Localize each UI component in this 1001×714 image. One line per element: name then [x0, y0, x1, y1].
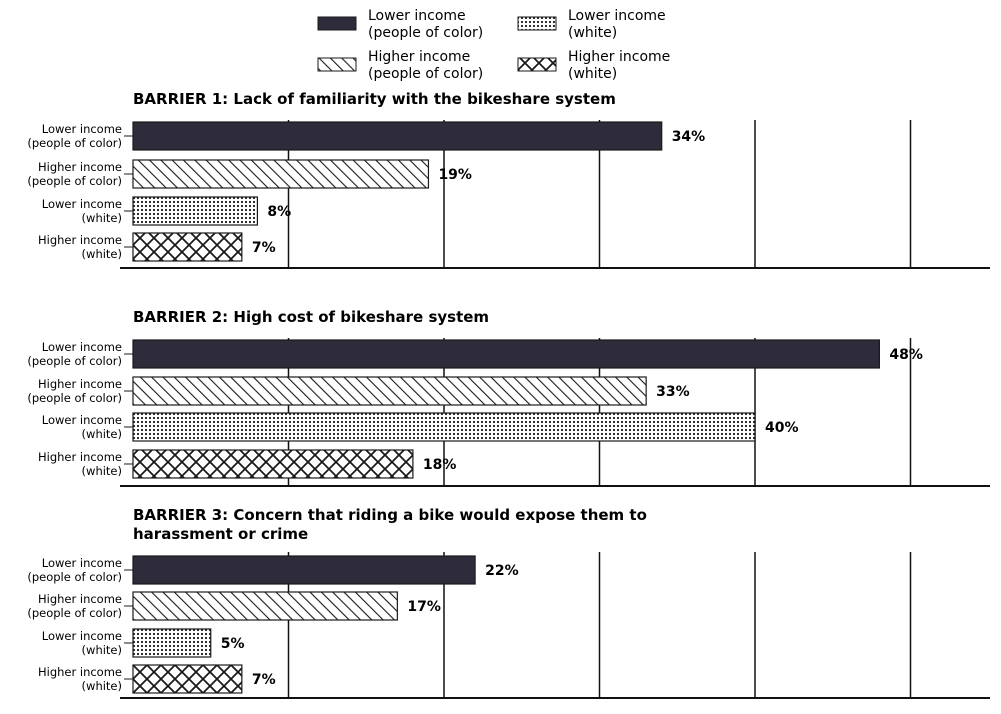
category-labels: Lower income(people of color)Higher inco…: [27, 340, 133, 478]
panel-barrier-2: BARRIER 2: High cost of bikeshare system…: [27, 308, 990, 487]
bars: [132, 121, 663, 262]
category-labels: Lower income(people of color)Higher inco…: [27, 122, 133, 261]
bar: [132, 412, 756, 442]
category-label: (people of color): [27, 354, 122, 368]
data-label: 19%: [438, 167, 472, 183]
data-label: 7%: [252, 240, 276, 256]
category-label: Higher income: [38, 450, 122, 464]
bar: [132, 449, 414, 479]
panel-title: harassment or crime: [133, 525, 308, 543]
legend-swatch-diagonal: [317, 57, 357, 72]
panel-barrier-1: BARRIER 1: Lack of familiarity with the …: [27, 90, 990, 269]
bar: [132, 591, 398, 621]
category-label: Lower income: [42, 556, 122, 570]
panel-barrier-3: BARRIER 3: Concern that riding a bike wo…: [27, 506, 990, 699]
legend-item-higher-income-white: Higher income (white): [517, 49, 670, 82]
panel-title: BARRIER 3: Concern that riding a bike wo…: [133, 506, 647, 524]
category-label: (white): [82, 643, 122, 657]
category-label: Higher income: [38, 665, 122, 679]
category-label: Higher income: [38, 377, 122, 391]
data-labels: 22% 17% 5% 7%: [221, 563, 519, 688]
legend-label: (people of color): [368, 66, 483, 82]
category-label: (white): [82, 427, 122, 441]
data-label: 18%: [423, 457, 457, 473]
data-label: 17%: [407, 599, 441, 615]
legend-label: Higher income: [368, 49, 470, 65]
category-label: Lower income: [42, 122, 122, 136]
category-labels: Lower income(people of color)Higher inco…: [27, 556, 133, 693]
data-label: 5%: [221, 636, 245, 652]
legend-label: (white): [568, 66, 617, 82]
bar: [132, 555, 476, 585]
legend: Lower income (people of color) Lower inc…: [317, 8, 670, 82]
legend-swatch-crosshatch: [517, 57, 557, 72]
legend-swatch-solid: [317, 16, 357, 31]
panel-title: BARRIER 1: Lack of familiarity with the …: [133, 90, 616, 108]
bar: [132, 664, 243, 694]
category-label: Lower income: [42, 340, 122, 354]
category-label: (people of color): [27, 570, 122, 584]
legend-label: (people of color): [368, 25, 483, 41]
category-label: (white): [82, 247, 122, 261]
category-label: Higher income: [38, 592, 122, 606]
data-label: 22%: [485, 563, 519, 579]
legend-item-lower-income-white: Lower income (white): [517, 8, 666, 41]
legend-swatch-dots: [517, 16, 557, 31]
data-label: 7%: [252, 672, 276, 688]
bar: [132, 196, 259, 226]
category-label: Higher income: [38, 233, 122, 247]
legend-label: Lower income: [368, 8, 466, 24]
legend-item-higher-income-poc: Higher income (people of color): [317, 49, 483, 82]
bar: [132, 159, 430, 189]
category-label: Lower income: [42, 197, 122, 211]
category-label: Lower income: [42, 413, 122, 427]
legend-label: Lower income: [568, 8, 666, 24]
category-label: Higher income: [38, 160, 122, 174]
data-label: 48%: [889, 347, 923, 363]
bars: [132, 555, 476, 694]
data-label: 40%: [765, 420, 799, 436]
panel-title: BARRIER 2: High cost of bikeshare system: [133, 308, 489, 326]
bar: [132, 376, 647, 406]
bars: [132, 339, 881, 479]
bar: [132, 339, 881, 369]
category-label: (people of color): [27, 174, 122, 188]
category-label: (white): [82, 464, 122, 478]
category-label: Lower income: [42, 629, 122, 643]
category-label: (people of color): [27, 391, 122, 405]
category-label: (people of color): [27, 136, 122, 150]
category-label: (people of color): [27, 606, 122, 620]
category-label: (white): [82, 679, 122, 693]
data-labels: 48% 33% 40% 18%: [423, 347, 923, 473]
legend-label: (white): [568, 25, 617, 41]
bar: [132, 121, 663, 151]
category-label: (white): [82, 211, 122, 225]
data-label: 33%: [656, 384, 690, 400]
bar: [132, 232, 243, 262]
data-label: 8%: [267, 204, 291, 220]
bar: [132, 628, 212, 658]
data-labels: 34% 19% 8% 7%: [252, 129, 705, 256]
legend-label: Higher income: [568, 49, 670, 65]
legend-item-lower-income-poc: Lower income (people of color): [317, 8, 483, 41]
data-label: 34%: [672, 129, 706, 145]
